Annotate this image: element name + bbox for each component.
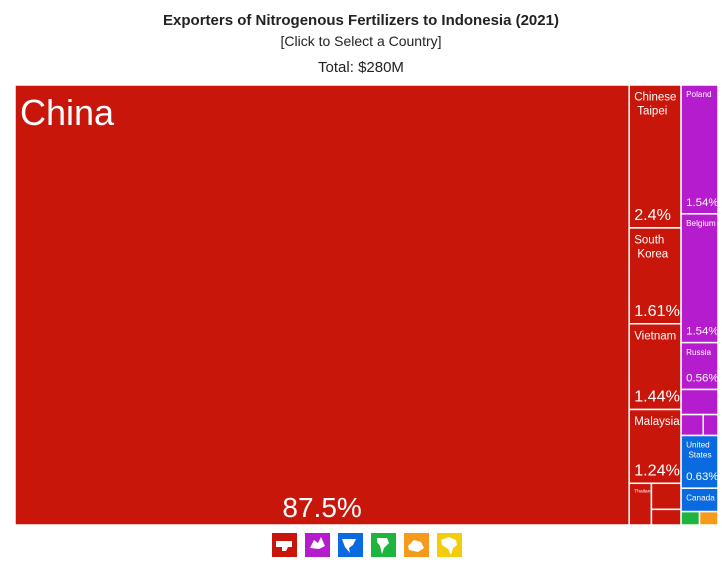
south-america-button[interactable] — [371, 533, 396, 557]
tile-label: Thailand — [634, 488, 653, 494]
tile-label: Poland — [686, 90, 712, 99]
tile-value-label: 1.44% — [634, 387, 680, 405]
tile — [702, 413, 719, 437]
tile — [650, 482, 682, 511]
tile — [680, 434, 719, 489]
tile — [680, 84, 719, 215]
tile-value-label: 0.56% — [686, 372, 719, 384]
tile-value-label: 0.63% — [686, 471, 719, 483]
oceania-button[interactable] — [404, 533, 429, 557]
chart-total: Total: $280M — [318, 59, 404, 76]
tile — [680, 388, 719, 416]
tile — [14, 84, 630, 526]
tile — [628, 227, 682, 325]
tile-value-label: 1.24% — [634, 461, 680, 479]
tile-label: Vietnam — [634, 330, 676, 342]
tile — [680, 413, 704, 437]
tile — [650, 508, 682, 526]
tile-value-label: 1.61% — [634, 302, 680, 320]
tile — [680, 510, 701, 526]
tile-label: Malaysia — [634, 416, 680, 428]
tile — [680, 213, 719, 344]
tile-label: Canada — [686, 493, 715, 502]
africa-button[interactable] — [437, 533, 462, 557]
chart-subtitle: [Click to Select a Country] — [280, 33, 441, 49]
tile-label: South Korea — [634, 234, 669, 260]
tile-value-label: 1.54% — [686, 197, 719, 209]
asia-button[interactable] — [272, 533, 297, 557]
tile-value-label: 1.54% — [686, 326, 719, 338]
tile-label: Belgium — [686, 219, 716, 228]
europe-button[interactable] — [305, 533, 330, 557]
tile — [698, 510, 719, 526]
tile-label: China — [20, 92, 115, 133]
tile-label: Chinese Taipei — [634, 92, 676, 118]
north-america-button[interactable] — [338, 533, 363, 557]
tile-label: United States — [686, 441, 712, 460]
chart-title: Exporters of Nitrogenous Fertilizers to … — [163, 12, 559, 29]
tile-label: Russia — [686, 348, 711, 357]
region-buttons — [272, 533, 462, 557]
tile-value-label: 87.5% — [282, 492, 361, 523]
tile-value-label: 2.4% — [634, 206, 671, 224]
